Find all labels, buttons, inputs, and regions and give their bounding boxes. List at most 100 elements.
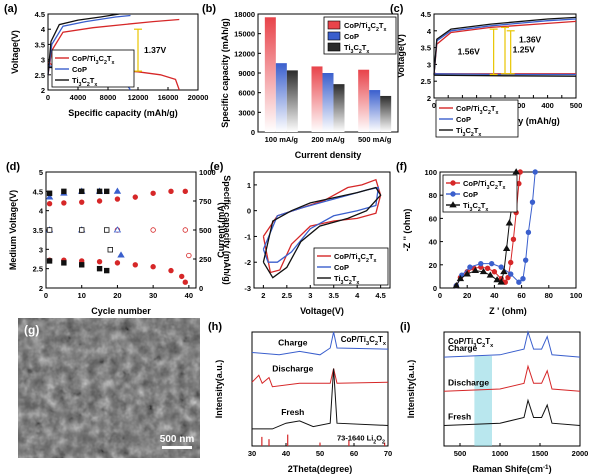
bar xyxy=(275,63,287,132)
x-tick-label: 20 xyxy=(113,291,121,300)
x-tick-label: 4.5 xyxy=(375,291,385,300)
y-tick-label: 18000 xyxy=(234,10,255,19)
legend-label: CoP/Ti3C2Tx xyxy=(344,21,386,33)
x-tick-label: 100 xyxy=(570,291,583,300)
y-right-tick-label: 500 xyxy=(199,226,212,235)
y-tick-label: 4 xyxy=(41,25,46,34)
legend-label: CoP xyxy=(463,190,478,199)
y-tick-label: 60 xyxy=(429,214,437,223)
data-point xyxy=(525,229,532,236)
data-point xyxy=(522,257,529,263)
x-tick-label: 70 xyxy=(384,449,392,458)
x-axis-label: Raman Shife(cm-1) xyxy=(472,464,551,475)
charge-curve xyxy=(433,16,577,75)
x-tick-label: 30 xyxy=(248,449,256,458)
data-point xyxy=(150,227,156,233)
panel-label-h: (h) xyxy=(208,321,222,333)
data-point xyxy=(463,270,471,277)
scale-bar-label: 500 nm xyxy=(160,434,195,445)
data-point xyxy=(529,199,536,205)
voltage-gap-label: 1.36V xyxy=(519,35,542,45)
y-tick-label: 1 xyxy=(247,181,251,190)
x-axis-label: Voltage(V) xyxy=(300,306,344,316)
data-point xyxy=(46,201,53,207)
x-tick-label: 300 xyxy=(513,101,526,110)
voltage-gap-label: 1.37V xyxy=(144,45,167,55)
legend-label: CoP xyxy=(72,65,87,74)
data-point xyxy=(516,279,522,285)
x-tick-label: 4 xyxy=(355,291,360,300)
x-tick-label: 10 xyxy=(78,291,86,300)
y-axis-label: Voltage(V) xyxy=(396,34,406,78)
data-point xyxy=(113,187,122,194)
legend-label: Ti3C2Tx xyxy=(344,43,369,55)
data-point xyxy=(508,271,514,277)
y-tick-label: 3.5 xyxy=(33,226,43,235)
xrd-pattern xyxy=(251,331,389,356)
panel-i: (i) Raman Shife(cm-1) Intensity(a.u.) 500 10… xyxy=(400,321,588,474)
legend-label: CoP xyxy=(344,32,359,41)
raman-spectrum xyxy=(443,398,581,426)
x-tick-label: 100 mA/g xyxy=(265,135,299,144)
data-point xyxy=(478,260,484,267)
data-point xyxy=(46,190,53,196)
y-tick-label: 0 xyxy=(247,207,251,216)
cv-loop xyxy=(262,186,382,279)
data-point xyxy=(505,219,514,226)
data-point xyxy=(46,227,53,233)
y-tick-label: 4 xyxy=(39,207,44,216)
panel-label-e: (e) xyxy=(210,161,224,173)
data-point xyxy=(512,168,520,175)
bar xyxy=(286,70,298,132)
x-tick-label: 1000 xyxy=(492,449,509,458)
pattern-label: Fresh xyxy=(281,407,304,417)
x-tick-label: 80 xyxy=(545,291,553,300)
plot-frame xyxy=(443,331,581,447)
data-point xyxy=(479,267,488,275)
legend-marker xyxy=(450,180,456,186)
y-tick-label: 9000 xyxy=(238,69,255,78)
y-tick-label: -3 xyxy=(244,284,251,293)
data-point xyxy=(61,260,67,266)
bar xyxy=(264,17,276,132)
y-right-tick-label: 1000 xyxy=(199,168,216,177)
y-tick-label: -2 xyxy=(244,258,251,267)
x-tick-label: 500 xyxy=(454,449,467,458)
data-point xyxy=(452,281,461,289)
x-tick-label: 20000 xyxy=(188,93,209,102)
data-point xyxy=(79,262,85,268)
bar xyxy=(311,66,323,132)
legend-marker xyxy=(449,201,457,208)
legend-marker xyxy=(450,191,456,197)
legend-swatch xyxy=(327,42,341,52)
panel-label-g: (g) xyxy=(24,323,39,337)
y-axis-label: Medium Voltage(V) xyxy=(8,190,18,270)
data-point xyxy=(182,188,188,195)
x-tick-label: 2.5 xyxy=(282,291,292,300)
x-tick-label: 60 xyxy=(350,449,358,458)
data-point xyxy=(186,252,192,259)
x-tick-label: 200 mA/g xyxy=(311,135,345,144)
x-tick-label: 0 xyxy=(44,291,48,300)
y-tick-label: 2.5 xyxy=(421,77,431,86)
y-tick-label: 4 xyxy=(427,27,432,36)
x-tick-label: 4000 xyxy=(70,93,87,102)
panel-g: (g) 500 nm xyxy=(18,318,200,458)
y-tick-label: 2 xyxy=(427,94,431,103)
data-point xyxy=(182,279,188,285)
data-point xyxy=(46,258,53,264)
y-tick-label: 80 xyxy=(429,191,437,200)
x-axis-label: Cycle number xyxy=(91,306,151,316)
data-point xyxy=(532,169,538,175)
data-point xyxy=(497,278,505,285)
data-point xyxy=(114,260,121,266)
x-tick-label: 60 xyxy=(517,291,525,300)
data-point xyxy=(179,273,185,280)
x-tick-label: 2000 xyxy=(572,449,589,458)
data-point xyxy=(502,244,511,251)
data-point xyxy=(61,200,67,206)
y-tick-label: 2.5 xyxy=(33,265,43,274)
x-tick-label: 3 xyxy=(308,291,312,300)
data-point xyxy=(471,266,480,273)
